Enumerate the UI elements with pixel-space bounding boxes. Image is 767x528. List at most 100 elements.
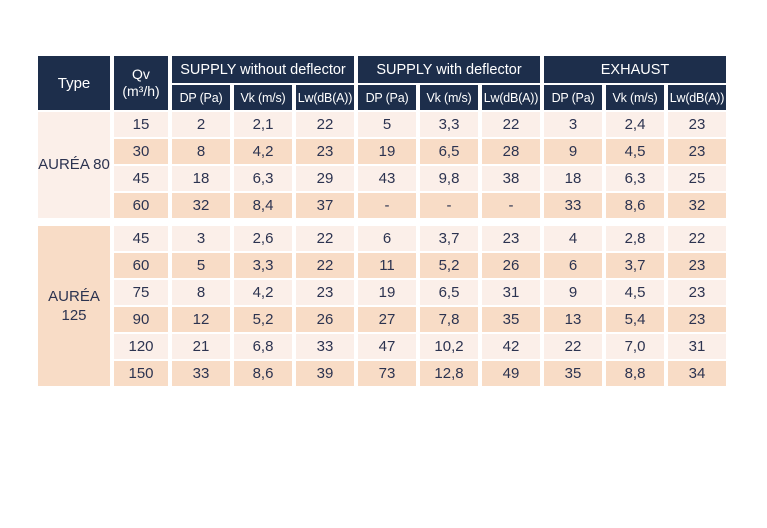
col-header-vk-2: Vk (m/s) [420,85,478,110]
value-cell: 26 [482,253,540,278]
value-cell: 5,4 [606,307,664,332]
value-cell: 13 [544,307,602,332]
value-cell: 6,5 [420,280,478,305]
value-cell: 6 [544,253,602,278]
table-row: AURÉA 125 45 3 2,6 22 6 3,7 23 4 2,8 22 [38,226,726,386]
value-cell: 5,2 [420,253,478,278]
col-header-vk-1: Vk (m/s) [234,85,292,110]
value-cell: 3,3 [420,112,478,137]
value-cell: 3,3 [234,253,292,278]
value-cell: 49 [482,361,540,386]
row-group-type-cell: AURÉA 125 [38,226,110,386]
value-cell: 38 [482,166,540,191]
value-cell: 23 [296,139,354,164]
value-cell: 12,8 [420,361,478,386]
group-spacer [38,220,726,224]
value-cell: 8 [172,280,230,305]
col-group-exhaust: EXHAUST [544,56,726,83]
table-header: Type Qv (m³/h) SUPPLY without deflector … [38,56,726,110]
value-cell: 43 [358,166,416,191]
qv-cell: 30 [114,139,168,164]
col-group-supply-without-deflector: SUPPLY without deflector [172,56,354,83]
col-header-dp-2: DP (Pa) [358,85,416,110]
value-cell: 31 [482,280,540,305]
value-cell: 23 [668,307,726,332]
header-sub-row: DP (Pa) Vk (m/s) Lw(dB(A)) DP (Pa) Vk (m… [38,85,726,110]
value-cell: 23 [668,280,726,305]
col-header-dp-1: DP (Pa) [172,85,230,110]
table-row: 45 18 6,3 29 43 9,8 38 18 6,3 25 [38,166,726,191]
value-cell: 3,7 [420,226,478,251]
table-row: 30 8 4,2 23 19 6,5 28 9 4,5 23 [38,139,726,164]
value-cell: 31 [668,334,726,359]
value-cell: 21 [172,334,230,359]
col-header-lw-3: Lw(dB(A)) [668,85,726,110]
table-row: 75 8 4,2 23 19 6,5 31 9 4,5 23 [38,280,726,305]
col-header-type: Type [38,56,110,110]
value-cell: 6 [358,226,416,251]
value-cell: 19 [358,280,416,305]
col-group-supply-with-deflector: SUPPLY with deflector [358,56,540,83]
value-cell: 9,8 [420,166,478,191]
value-cell: 23 [668,139,726,164]
col-header-lw-1: Lw(dB(A)) [296,85,354,110]
qv-label-line1: Qv [132,66,150,83]
value-cell: 32 [668,193,726,218]
value-cell: 23 [668,253,726,278]
qv-cell: 60 [114,253,168,278]
value-cell: 11 [358,253,416,278]
value-cell: 33 [296,334,354,359]
value-cell: 2,1 [234,112,292,137]
value-cell: 2,6 [234,226,292,251]
qv-label-line2: (m³/h) [122,83,160,99]
value-cell: 18 [544,166,602,191]
value-cell: 22 [296,253,354,278]
value-cell: 23 [296,280,354,305]
value-cell: - [420,193,478,218]
value-cell: 19 [358,139,416,164]
col-header-qv: Qv (m³/h) [114,56,168,110]
col-header-lw-2: Lw(dB(A)) [482,85,540,110]
row-group-type-cell: AURÉA 80 [38,112,110,218]
value-cell: 10,2 [420,334,478,359]
qv-cell: 75 [114,280,168,305]
table-row: 120 21 6,8 33 47 10,2 42 22 7,0 31 [38,334,726,359]
qv-cell: 45 [114,226,168,251]
value-cell: 37 [296,193,354,218]
value-cell: 8,6 [234,361,292,386]
value-cell: 6,3 [234,166,292,191]
table-row: 60 5 3,3 22 11 5,2 26 6 3,7 23 [38,253,726,278]
table-row: 150 33 8,6 39 73 12,8 49 35 8,8 34 [38,361,726,386]
value-cell: 25 [668,166,726,191]
value-cell: 3 [544,112,602,137]
value-cell: 35 [482,307,540,332]
value-cell: 9 [544,139,602,164]
value-cell: 23 [668,112,726,137]
col-header-vk-3: Vk (m/s) [606,85,664,110]
value-cell: - [358,193,416,218]
value-cell: 32 [172,193,230,218]
value-cell: 5 [358,112,416,137]
value-cell: 22 [544,334,602,359]
value-cell: 22 [668,226,726,251]
table-row: 60 32 8,4 37- - -33 8,6 32 [38,193,726,218]
value-cell: 4 [544,226,602,251]
col-header-dp-3: DP (Pa) [544,85,602,110]
value-cell: 26 [296,307,354,332]
qv-cell: 15 [114,112,168,137]
table-body: AURÉA 80 15 2 2,1 22 5 3,3 22 3 2,4 23 30 8 4,2 23 19 6,… [38,112,726,386]
value-cell: 3 [172,226,230,251]
table-row: 90 12 5,2 26 27 7,8 35 13 5,4 23 [38,307,726,332]
value-cell: 4,5 [606,139,664,164]
value-cell: 42 [482,334,540,359]
value-cell: 22 [296,112,354,137]
value-cell: 29 [296,166,354,191]
value-cell: 4,2 [234,139,292,164]
qv-cell: 150 [114,361,168,386]
value-cell: 4,2 [234,280,292,305]
table-row: AURÉA 80 15 2 2,1 22 5 3,3 22 3 2,4 23 [38,112,726,218]
value-cell: - [482,193,540,218]
value-cell: 35 [544,361,602,386]
qv-cell: 45 [114,166,168,191]
value-cell: 23 [482,226,540,251]
